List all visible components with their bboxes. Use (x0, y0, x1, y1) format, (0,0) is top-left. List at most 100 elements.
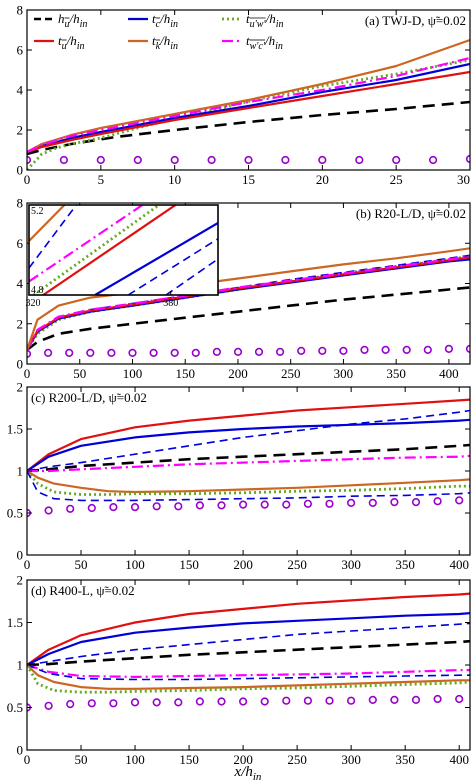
y-tick-label-2: 1 (17, 658, 24, 673)
legend-sub: u (62, 41, 67, 52)
y-tick-label-0: 0 (17, 357, 24, 372)
series-wc-line-6 (27, 255, 470, 351)
x-tick-label-2: 100 (125, 557, 145, 572)
series-circ-marker-10 (392, 155, 401, 165)
series-circ-marker-2 (65, 348, 74, 358)
x-tick-label-1: 50 (73, 366, 86, 381)
legend-label-c: tc/hin (152, 11, 178, 30)
series-circ-marker-2 (96, 155, 105, 165)
legend-tail: /h (66, 33, 77, 48)
legend-label-u: tu/hin (58, 33, 85, 52)
x-tick-label-6: 300 (341, 557, 361, 572)
legend-sub: k (156, 41, 161, 52)
series-circ-marker-7 (174, 698, 183, 707)
series-circ-marker-12 (465, 154, 470, 164)
series-u-line-4 (42, 205, 177, 295)
legend-sub: w'c' (250, 41, 266, 52)
legend-tail: /h (159, 33, 170, 48)
x-tick-label-4: 200 (233, 557, 253, 572)
series-circ-marker-4 (109, 503, 118, 512)
series-c-line-2 (27, 62, 470, 154)
y-tick-label-1: 0.5 (7, 506, 23, 521)
series-wc-line-5 (27, 56, 470, 153)
legend-base: t (246, 11, 250, 26)
x-tick-label-6: 300 (334, 366, 354, 381)
series-k-line-6 (27, 664, 470, 690)
series-u-line-0 (27, 398, 470, 472)
series-circ-marker-17 (381, 345, 390, 355)
panel-3-frame (26, 579, 471, 751)
panel-1-frame (26, 202, 471, 365)
series-circ-marker-3 (87, 503, 96, 513)
x-tick-label-2: 100 (123, 366, 143, 381)
series-circ-marker-19 (433, 694, 442, 704)
x-tick-label-4: 200 (233, 752, 253, 767)
legend-sub: c (156, 19, 161, 30)
x-tick-label-6: 30 (457, 172, 470, 187)
series-circ-marker-10 (233, 347, 243, 357)
legend-tail-sub: in (80, 19, 88, 30)
panel-2: 0 50 100 150 200 250 300 350 400 0 0.5 1 1.5 2 (c) R20… (7, 380, 471, 572)
series-circ-marker-7 (174, 502, 183, 511)
x-tick-label-2: 10 (168, 172, 181, 187)
legend-base: t (152, 11, 156, 26)
series-circ-marker-16 (360, 345, 369, 355)
x-tick-label-6: 300 (341, 752, 361, 767)
x-axis-label-main: x/h (234, 764, 253, 780)
legend-base: h (58, 11, 65, 26)
panel-3-series (27, 592, 470, 712)
x-tick-label-5: 25 (390, 172, 403, 187)
x-tick-label-7: 350 (395, 557, 415, 572)
series-circ-marker-17 (390, 695, 399, 705)
inset-frame (28, 204, 219, 296)
series-circ-marker-9 (217, 697, 226, 706)
x-tick-label-0: 0 (24, 752, 31, 767)
series-circ-marker-21 (465, 344, 470, 353)
series-aux-line-2 (27, 409, 470, 472)
inset: 320 380 4.8 5.2 (26, 204, 219, 309)
x-axis-label: x/hin (234, 764, 262, 781)
panel-2-frame (26, 386, 471, 556)
series-circ-marker-18 (402, 345, 411, 355)
series-circ-marker-2 (66, 504, 75, 513)
series-circ-marker-14 (325, 499, 334, 508)
legend-tail-sub: in (275, 41, 283, 52)
series-circ-marker-20 (455, 694, 464, 704)
legend-label-h: hu/hin (58, 11, 87, 30)
inset-y-tick-label-0: 4.8 (31, 285, 44, 296)
series-circ-marker-11 (254, 347, 264, 357)
series-circ-marker-19 (433, 497, 442, 506)
series-circ-marker-9 (212, 347, 221, 357)
series-circ-marker-16 (368, 695, 377, 705)
series-c-line-1 (27, 612, 470, 666)
series-h-line-3 (27, 639, 470, 667)
series-circ-marker-15 (347, 696, 356, 705)
x-axis-label-sub: in (253, 771, 262, 781)
x-tick-label-8: 400 (439, 366, 459, 381)
x-tick-label-5: 250 (287, 557, 307, 572)
legend-label-uw: tu'w'/hin (246, 11, 283, 30)
x-tick-label-3: 150 (179, 557, 199, 572)
x-tick-label-1: 5 (98, 172, 105, 187)
series-aux-line-2 (27, 622, 470, 666)
series-circ-marker-4 (170, 155, 179, 165)
series-circ-marker-7 (170, 348, 179, 358)
y-tick-label-0: 0 (17, 743, 24, 758)
series-circ-marker-6 (152, 698, 161, 707)
panel-label: (b) R20-L/D, ψ̃=0.02 (356, 206, 466, 221)
y-tick-label-0: 0 (17, 163, 24, 178)
inset-series (29, 205, 218, 295)
series-circ-marker-8 (191, 348, 200, 358)
series-circ-marker-4 (107, 348, 116, 358)
series-circ-marker-5 (128, 348, 137, 358)
series-c-line-5 (94, 222, 218, 295)
series-circ-marker-17 (390, 498, 399, 507)
inset-y-tick-label-1: 5.2 (31, 206, 44, 217)
series-circ-marker-8 (318, 155, 327, 165)
y-tick-label-1: 2 (17, 123, 24, 138)
series-u-line-3 (27, 70, 470, 154)
x-tick-label-2: 100 (125, 752, 145, 767)
series-circ-marker-13 (303, 696, 313, 705)
panel-label: (c) R200-L/D, ψ̃=0.02 (31, 390, 147, 405)
y-tick-label-1: 2 (17, 316, 24, 331)
